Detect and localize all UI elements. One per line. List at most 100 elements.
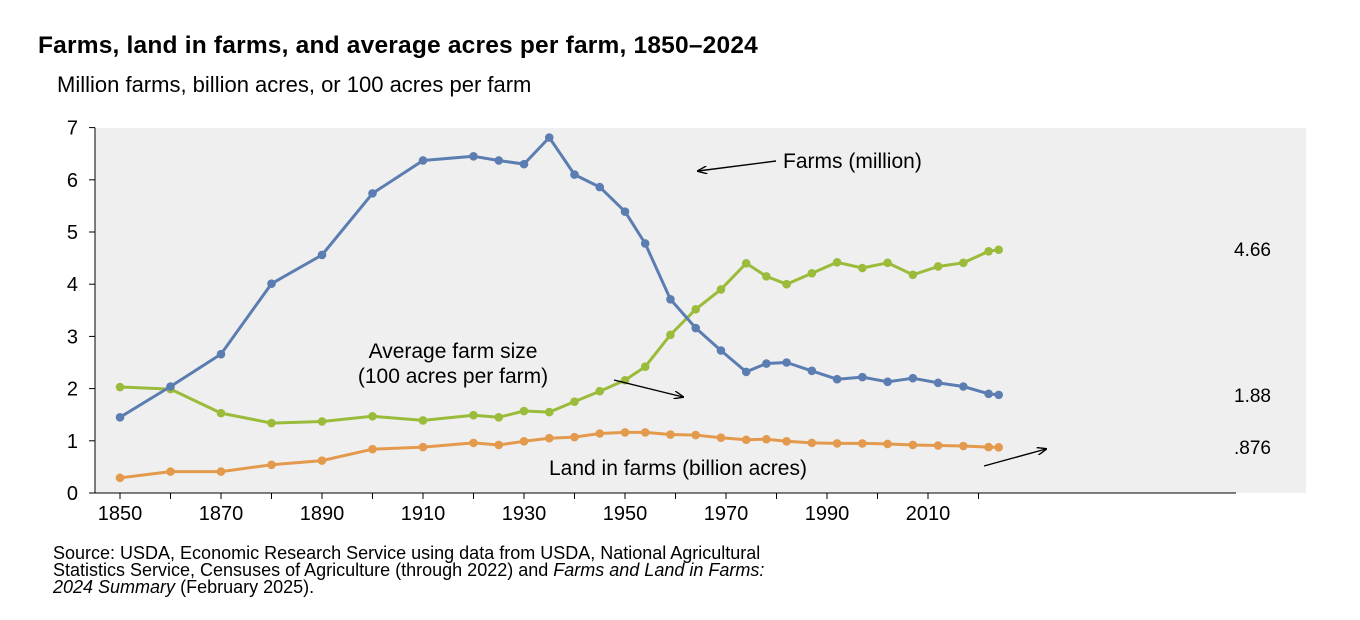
end-label-land: .876 <box>1234 438 1271 459</box>
data-point <box>494 156 504 165</box>
data-point <box>858 372 867 382</box>
x-tick-label: 1890 <box>300 503 345 525</box>
y-tick-label: 2 <box>67 379 78 401</box>
data-point <box>858 439 867 448</box>
annotation-avg-size-line1: Average farm size <box>369 340 538 363</box>
x-tick-label: 2010 <box>906 503 951 525</box>
data-point <box>570 170 579 179</box>
data-point <box>994 442 1003 452</box>
source-text-2: Statistics Service, Censuses of Agricult… <box>53 560 549 580</box>
end-label-farms: 1.88 <box>1234 386 1271 407</box>
data-point <box>620 428 630 437</box>
data-point <box>933 441 943 450</box>
data-point <box>782 358 791 367</box>
data-point <box>716 433 726 442</box>
plot-background <box>95 128 1306 493</box>
data-point <box>544 133 554 142</box>
data-point <box>494 440 504 450</box>
data-point <box>267 460 276 470</box>
source-text-3: (February 2025). <box>180 577 315 597</box>
data-point <box>368 411 377 421</box>
data-point <box>216 408 226 418</box>
data-point <box>640 428 650 437</box>
data-point <box>741 435 751 445</box>
annotation-farms-arrow <box>698 160 777 171</box>
data-point <box>418 442 428 452</box>
data-point <box>807 438 817 448</box>
series-line <box>119 248 999 425</box>
y-tick-label: 1 <box>67 431 78 453</box>
data-point <box>469 410 478 420</box>
data-point <box>368 444 377 454</box>
data-point <box>216 467 226 476</box>
data-point <box>115 382 125 392</box>
series-2 <box>115 428 1003 483</box>
data-point <box>762 359 771 368</box>
data-point <box>317 250 327 260</box>
x-tick-label: 1990 <box>805 503 850 525</box>
x-tick-label: 1910 <box>401 503 446 525</box>
y-tick-label: 7 <box>67 118 78 140</box>
end-label-avg-size: 4.66 <box>1234 240 1271 261</box>
data-point <box>115 413 125 422</box>
data-point <box>858 263 867 273</box>
data-point <box>317 417 327 426</box>
data-point <box>741 367 751 377</box>
data-point <box>959 441 968 451</box>
data-point <box>469 152 478 161</box>
y-tick-label: 0 <box>67 483 78 505</box>
series-0 <box>115 133 1003 422</box>
data-point <box>640 239 650 248</box>
annotation-avg-size-line2: (100 acres per farm) <box>358 365 548 388</box>
data-point <box>933 378 943 388</box>
annotation-land: Land in farms (billion acres) <box>549 457 807 480</box>
data-point <box>666 295 675 304</box>
data-point <box>807 366 817 376</box>
x-tick-label: 1870 <box>199 503 244 525</box>
data-point <box>494 413 504 422</box>
data-point <box>984 247 993 256</box>
data-point <box>908 270 918 280</box>
data-point <box>418 156 428 165</box>
data-point <box>519 159 529 169</box>
data-point <box>883 258 892 268</box>
data-point <box>994 245 1003 255</box>
data-point <box>368 189 377 198</box>
data-point <box>216 349 226 359</box>
data-point <box>544 433 554 443</box>
data-point <box>959 258 968 268</box>
data-point <box>984 442 993 452</box>
data-point <box>691 304 700 314</box>
x-tick-label: 1850 <box>98 503 143 525</box>
data-point <box>782 279 791 289</box>
data-point <box>908 440 918 450</box>
data-point <box>959 382 968 391</box>
data-point <box>544 407 554 417</box>
y-tick-label: 6 <box>67 170 78 192</box>
data-point <box>933 262 943 271</box>
data-point <box>469 438 478 448</box>
data-point <box>418 416 428 425</box>
data-point <box>691 430 700 440</box>
data-point <box>570 397 579 406</box>
data-point <box>519 406 529 416</box>
data-point <box>741 259 751 268</box>
data-point <box>883 377 892 387</box>
data-point <box>984 389 993 399</box>
chart-subtitle: Million farms, billion acres, or 100 acr… <box>57 72 532 97</box>
source-italic-1: Farms and Land in Farms: <box>553 560 765 580</box>
chart-title: Farms, land in farms, and average acres … <box>38 32 758 59</box>
line-chart: 0 1 2 3 4 5 6 7 1850 1870 1890 1910 1930 1950 1970 1990… <box>67 118 1306 525</box>
y-tick-label: 4 <box>67 274 78 296</box>
annotation-farms: Farms (million) <box>783 150 922 173</box>
data-point <box>595 386 605 396</box>
annotation-avg-size-arrow <box>613 379 683 397</box>
y-tick-label: 5 <box>67 222 78 244</box>
data-point <box>620 207 630 216</box>
data-point <box>807 268 817 278</box>
data-point <box>595 429 605 438</box>
data-point <box>317 456 327 465</box>
data-point <box>570 432 579 442</box>
data-point <box>267 418 276 428</box>
data-point <box>166 467 175 476</box>
